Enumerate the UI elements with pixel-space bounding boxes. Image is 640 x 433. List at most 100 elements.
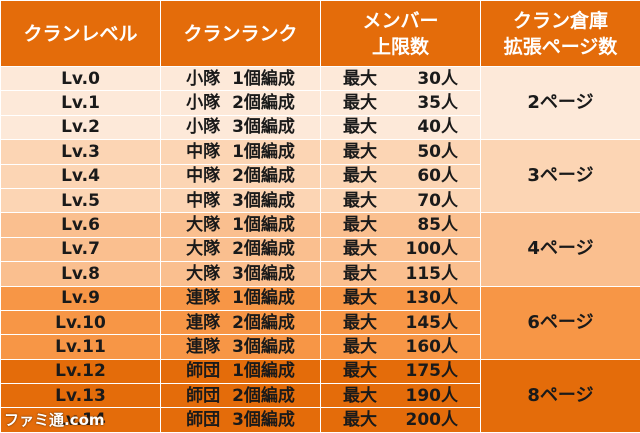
member-person-suffix: 人 xyxy=(441,313,458,333)
rank-unit: 中隊 xyxy=(186,141,224,163)
rank-formation: 3個編成 xyxy=(232,336,295,358)
cell-clan-level: Lv.12 xyxy=(1,359,161,383)
header-storage-pages: クラン倉庫 拡張ページ数 xyxy=(481,1,640,67)
cell-clan-level: Lv.3 xyxy=(1,140,161,164)
rank-formation: 1個編成 xyxy=(232,214,295,236)
rank-formation: 1個編成 xyxy=(232,360,295,382)
header-clan-level: クランレベル xyxy=(1,1,161,67)
cell-clan-level: Lv.9 xyxy=(1,286,161,310)
cell-clan-level: Lv.0 xyxy=(1,67,161,91)
cell-storage-pages: 3ページ xyxy=(481,140,640,213)
rank-formation: 3個編成 xyxy=(232,409,295,431)
cell-storage-pages: 4ページ xyxy=(481,213,640,286)
member-person-suffix: 人 xyxy=(441,288,458,308)
member-person-suffix: 人 xyxy=(441,166,458,186)
cell-clan-rank: 連隊 1個編成 xyxy=(161,286,321,310)
rank-formation: 1個編成 xyxy=(232,68,295,90)
member-count: 50 xyxy=(381,141,441,163)
member-count: 200 xyxy=(381,409,441,431)
rank-unit: 小隊 xyxy=(186,116,224,138)
member-person-suffix: 人 xyxy=(441,410,458,430)
member-max-prefix: 最大 xyxy=(343,141,377,163)
cell-clan-level: Lv.11 xyxy=(1,335,161,359)
member-count: 190 xyxy=(381,385,441,407)
member-count: 115 xyxy=(381,263,441,285)
header-storage-pages-line2: 拡張ページ数 xyxy=(481,34,640,60)
cell-clan-level: Lv.1 xyxy=(1,91,161,115)
cell-clan-rank: 連隊 3個編成 xyxy=(161,335,321,359)
rank-unit: 師団 xyxy=(186,360,224,382)
member-max-prefix: 最大 xyxy=(343,312,377,334)
cell-clan-rank: 小隊 3個編成 xyxy=(161,115,321,139)
member-count: 40 xyxy=(381,116,441,138)
rank-unit: 中隊 xyxy=(186,165,224,187)
header-member-limit: メンバー 上限数 xyxy=(321,1,481,67)
member-count: 30 xyxy=(381,68,441,90)
member-max-prefix: 最大 xyxy=(343,190,377,212)
cell-clan-level: Lv.8 xyxy=(1,262,161,286)
cell-clan-level: Lv.10 xyxy=(1,310,161,334)
header-clan-rank-label: クランランク xyxy=(161,21,320,47)
cell-clan-level: Lv.4 xyxy=(1,164,161,188)
member-person-suffix: 人 xyxy=(441,386,458,406)
rank-formation: 1個編成 xyxy=(232,287,295,309)
member-max-prefix: 最大 xyxy=(343,68,377,90)
watermark-logo: ファミ通.com xyxy=(4,409,105,430)
cell-clan-rank: 中隊 1個編成 xyxy=(161,140,321,164)
rank-formation: 3個編成 xyxy=(232,116,295,138)
rank-unit: 小隊 xyxy=(186,68,224,90)
rank-unit: 大隊 xyxy=(186,238,224,260)
cell-storage-pages: 2ページ xyxy=(481,67,640,140)
rank-unit: 大隊 xyxy=(186,214,224,236)
rank-unit: 師団 xyxy=(186,385,224,407)
member-person-suffix: 人 xyxy=(441,215,458,235)
member-person-suffix: 人 xyxy=(441,69,458,89)
rank-formation: 3個編成 xyxy=(232,263,295,285)
member-person-suffix: 人 xyxy=(441,142,458,162)
member-person-suffix: 人 xyxy=(441,239,458,259)
member-count: 85 xyxy=(381,214,441,236)
rank-formation: 2個編成 xyxy=(232,312,295,334)
member-count: 70 xyxy=(381,190,441,212)
cell-clan-level: Lv.2 xyxy=(1,115,161,139)
member-max-prefix: 最大 xyxy=(343,238,377,260)
member-count: 130 xyxy=(381,287,441,309)
member-max-prefix: 最大 xyxy=(343,165,377,187)
header-clan-rank: クランランク xyxy=(161,1,321,67)
rank-unit: 連隊 xyxy=(186,287,224,309)
cell-clan-level: Lv.7 xyxy=(1,237,161,261)
cell-clan-rank: 師団 1個編成 xyxy=(161,359,321,383)
rank-unit: 連隊 xyxy=(186,312,224,334)
header-clan-level-label: クランレベル xyxy=(1,21,160,47)
cell-clan-rank: 大隊 1個編成 xyxy=(161,213,321,237)
rank-formation: 1個編成 xyxy=(232,141,295,163)
member-max-prefix: 最大 xyxy=(343,336,377,358)
member-count: 60 xyxy=(381,165,441,187)
member-person-suffix: 人 xyxy=(441,337,458,357)
rank-unit: 中隊 xyxy=(186,190,224,212)
rank-unit: 連隊 xyxy=(186,336,224,358)
member-count: 100 xyxy=(381,238,441,260)
